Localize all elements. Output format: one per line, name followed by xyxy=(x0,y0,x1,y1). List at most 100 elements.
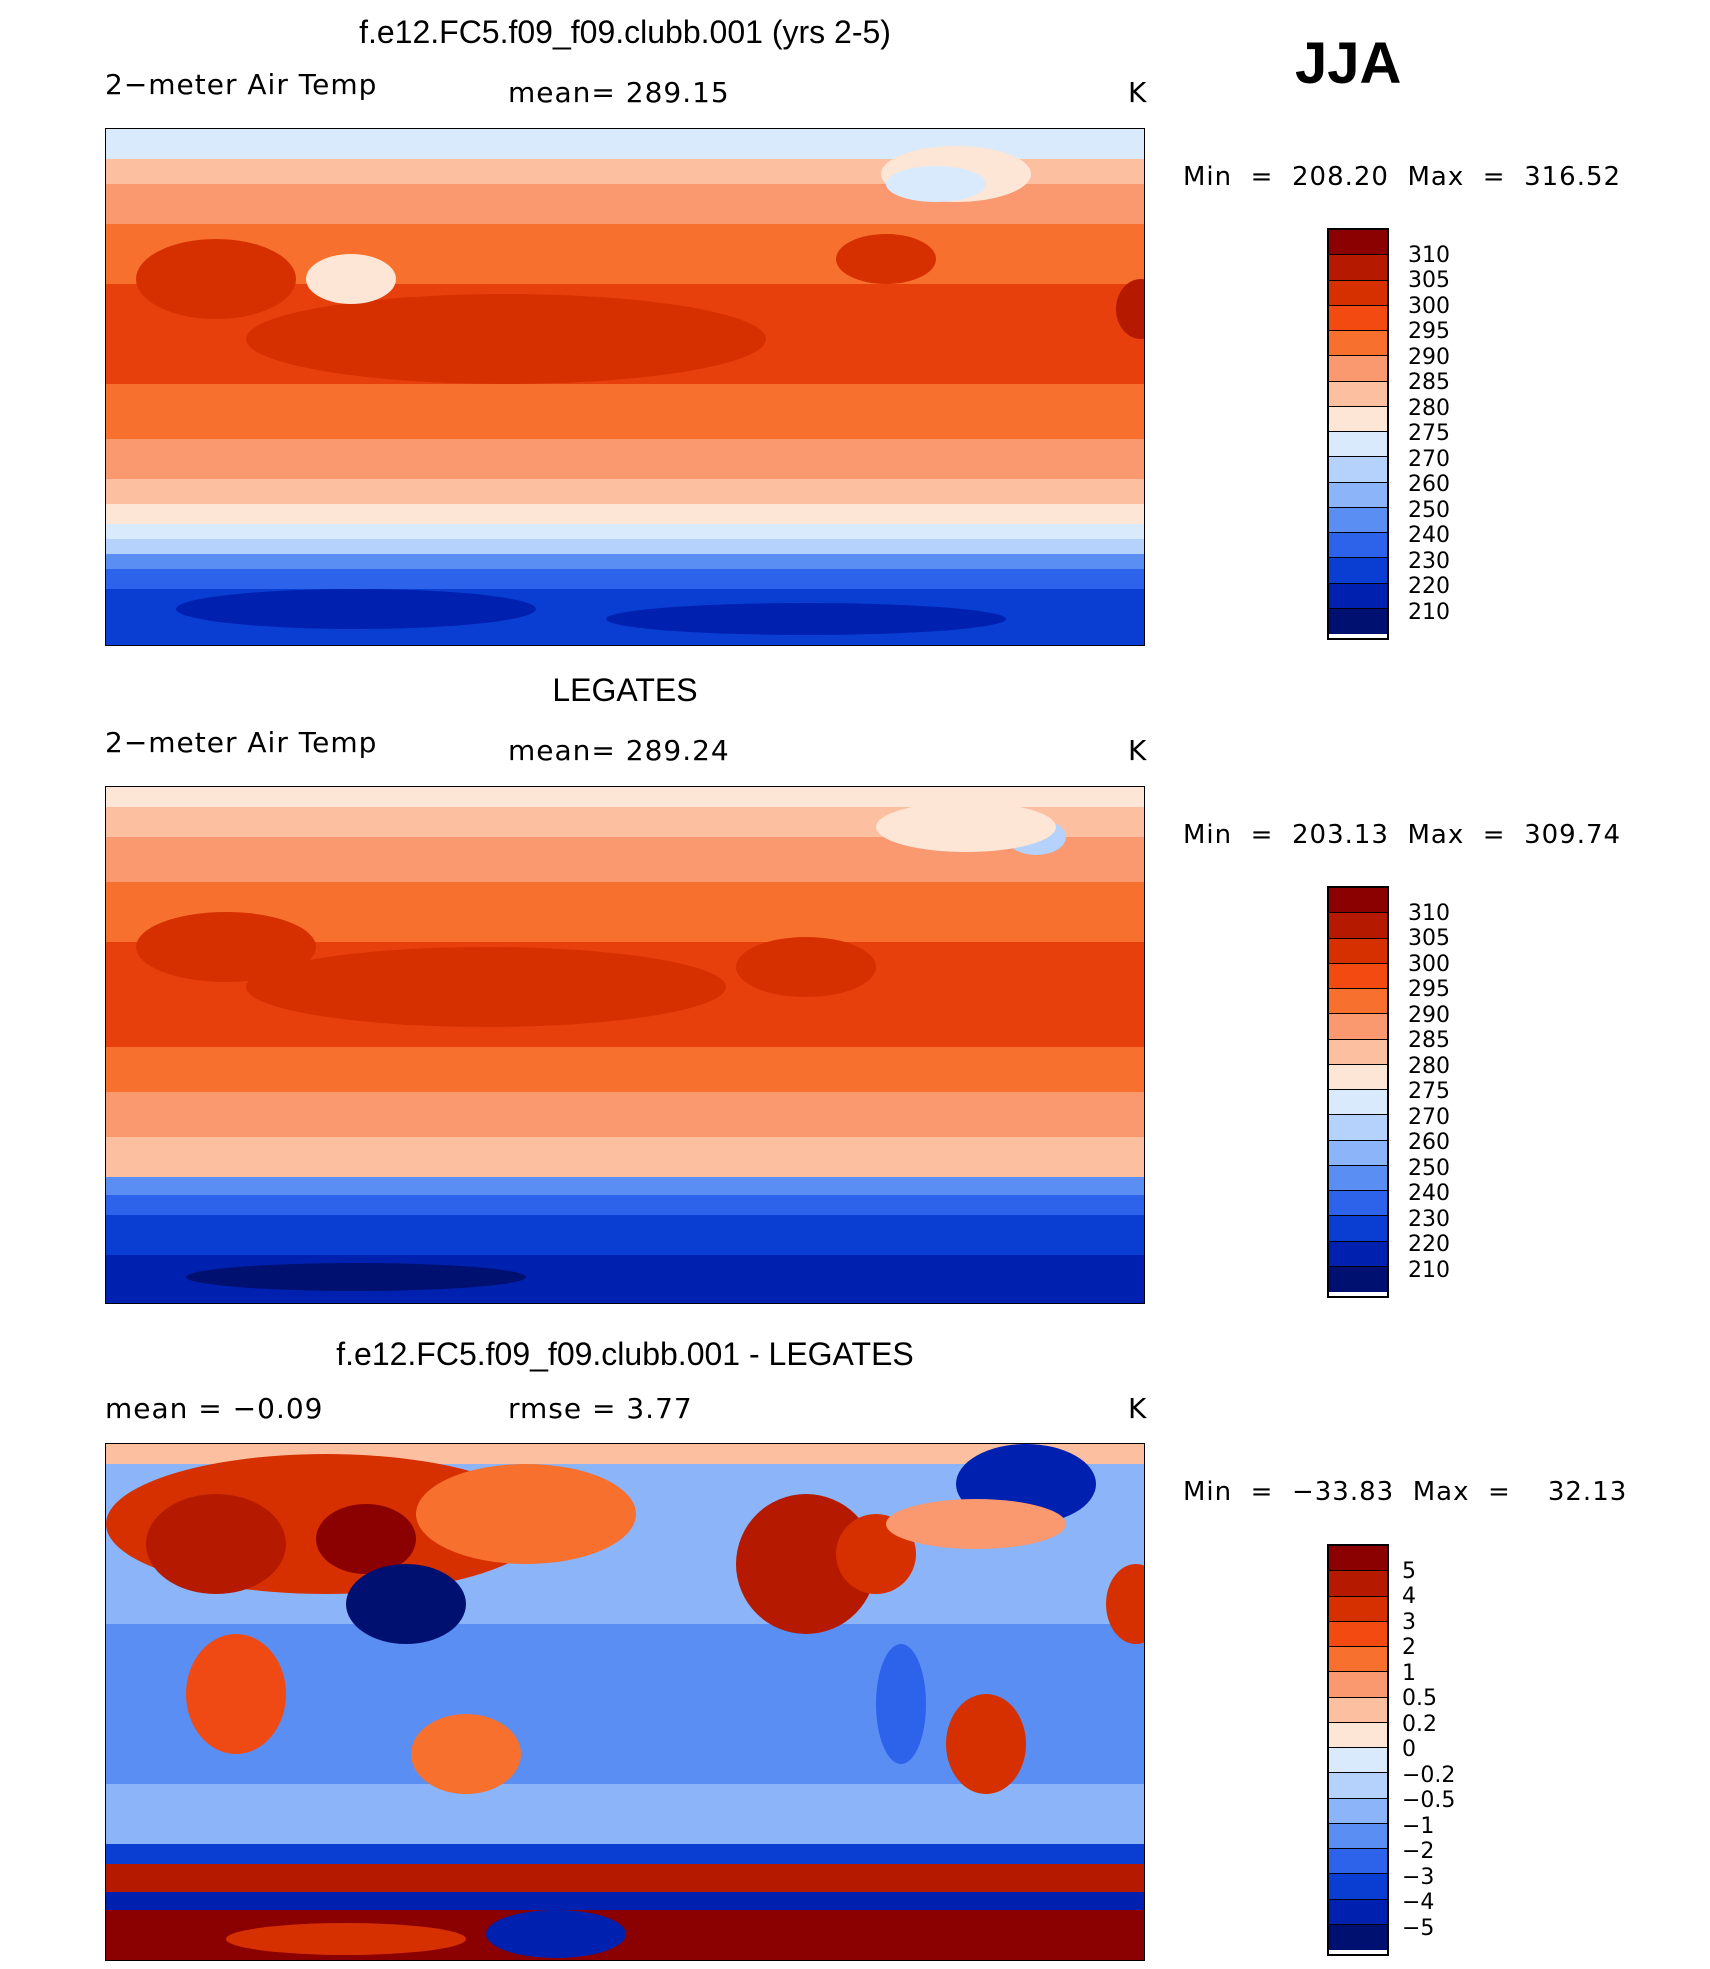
colorbar-swatch xyxy=(1329,1546,1387,1572)
colorbar-tick-label: 4 xyxy=(1402,1584,1416,1609)
units-label: K xyxy=(1128,1392,1148,1425)
mean-label: mean= 289.24 xyxy=(508,734,730,767)
min-max-label: Min = −33.83 Max = 32.13 xyxy=(1183,1477,1628,1507)
colorbar-tick-label: 310 xyxy=(1408,900,1450,926)
colorbar-swatch xyxy=(1329,305,1387,331)
colorbar-swatch xyxy=(1329,255,1387,281)
colorbar-swatch xyxy=(1329,1596,1387,1622)
colorbar-tick-label: 295 xyxy=(1408,319,1450,344)
colorbar xyxy=(1327,228,1389,640)
colorbar-tick-label: 210 xyxy=(1408,599,1450,625)
colorbar-swatch xyxy=(1329,1647,1387,1673)
colorbar-swatch xyxy=(1329,482,1387,508)
panel-title: LEGATES xyxy=(552,672,698,708)
colorbar-tick-label: −0.5 xyxy=(1402,1788,1456,1813)
difference-map xyxy=(105,1443,1145,1961)
colorbar-swatch xyxy=(1329,533,1387,559)
colorbar-swatch xyxy=(1329,1748,1387,1774)
colorbar-tick-label: 290 xyxy=(1408,344,1450,370)
colorbar-swatch xyxy=(1329,989,1387,1015)
colorbar-tick-label: 240 xyxy=(1408,523,1450,548)
colorbar-tick-label: 275 xyxy=(1408,421,1450,446)
colorbar-swatches xyxy=(1329,1546,1387,1950)
colorbar-swatch xyxy=(1329,1115,1387,1141)
colorbar-tick-label: −2 xyxy=(1402,1839,1435,1864)
colorbar-tick-label: 260 xyxy=(1408,472,1450,497)
colorbar-tick-label: 0.2 xyxy=(1402,1711,1437,1737)
colorbar-swatch xyxy=(1329,432,1387,458)
colorbar-swatch xyxy=(1329,1064,1387,1090)
colorbar-tick-label: 3 xyxy=(1402,1609,1416,1635)
colorbar xyxy=(1327,1544,1389,1956)
colorbar-tick-label: −4 xyxy=(1402,1890,1435,1915)
variable-label: 2−meter Air Temp xyxy=(105,68,378,101)
colorbar-tick-label: −3 xyxy=(1402,1864,1435,1890)
colorbar-tick-label: 305 xyxy=(1408,926,1450,951)
panel-title: f.e12.FC5.f09_f09.clubb.001 - LEGATES xyxy=(336,1336,914,1372)
temperature-map xyxy=(105,128,1145,646)
colorbar-swatch xyxy=(1329,888,1387,914)
map-field xyxy=(106,787,1144,1303)
colorbar-swatch xyxy=(1329,1849,1387,1875)
colorbar-tick-label: 295 xyxy=(1408,977,1450,1002)
colorbar-swatch xyxy=(1329,1924,1387,1950)
colorbar-swatch xyxy=(1329,1090,1387,1116)
colorbar-swatch xyxy=(1329,1266,1387,1292)
panel-title: f.e12.FC5.f09_f09.clubb.001 (yrs 2-5) xyxy=(359,14,891,50)
colorbar-swatch xyxy=(1329,331,1387,357)
colorbar-swatch xyxy=(1329,507,1387,533)
colorbar-tick-label: 1 xyxy=(1402,1660,1416,1686)
units-label: K xyxy=(1128,734,1148,767)
colorbar-tick-label: −1 xyxy=(1402,1813,1435,1839)
colorbar-tick-label: 240 xyxy=(1408,1181,1450,1206)
min-max-label: Min = 208.20 Max = 316.52 xyxy=(1183,162,1622,192)
colorbar-swatch xyxy=(1329,583,1387,609)
colorbar-swatches xyxy=(1329,230,1387,634)
map-field xyxy=(106,129,1144,645)
colorbar-tick-label: 290 xyxy=(1408,1002,1450,1028)
colorbar-tick-label: 275 xyxy=(1408,1079,1450,1104)
colorbar-tick-label: 0.5 xyxy=(1402,1686,1437,1711)
colorbar-tick-label: 300 xyxy=(1408,293,1450,319)
colorbar-tick-label: 270 xyxy=(1408,1104,1450,1130)
colorbar-tick-label: 220 xyxy=(1408,574,1450,599)
colorbar-tick-label: 285 xyxy=(1408,370,1450,395)
colorbar-swatch xyxy=(1329,938,1387,964)
colorbar-swatch xyxy=(1329,1216,1387,1242)
colorbar-tick-label: 250 xyxy=(1408,497,1450,523)
colorbar-swatch xyxy=(1329,1697,1387,1723)
colorbar-swatch xyxy=(1329,558,1387,584)
colorbar-swatch xyxy=(1329,280,1387,306)
colorbar-tick-label: 305 xyxy=(1408,268,1450,293)
colorbar-swatch xyxy=(1329,381,1387,407)
mean-label: mean = −0.09 xyxy=(105,1392,324,1425)
colorbar-swatch xyxy=(1329,406,1387,432)
colorbar-swatch xyxy=(1329,1672,1387,1698)
colorbar-tick-label: 280 xyxy=(1408,395,1450,421)
colorbar-tick-label: 230 xyxy=(1408,548,1450,574)
min-max-label: Min = 203.13 Max = 309.74 xyxy=(1183,820,1622,850)
colorbar-swatch xyxy=(1329,913,1387,939)
colorbar-swatch xyxy=(1329,1039,1387,1065)
colorbar-swatch xyxy=(1329,1014,1387,1040)
colorbar-tick-label: 5 xyxy=(1402,1558,1416,1584)
colorbar-swatch xyxy=(1329,1165,1387,1191)
colorbar-tick-label: 260 xyxy=(1408,1130,1450,1155)
units-label: K xyxy=(1128,76,1148,109)
season-label: JJA xyxy=(1295,31,1402,96)
colorbar-tick-label: 300 xyxy=(1408,951,1450,977)
colorbar-swatch xyxy=(1329,457,1387,483)
colorbar-tick-label: 250 xyxy=(1408,1155,1450,1181)
colorbar-swatch xyxy=(1329,963,1387,989)
colorbar-tick-label: −0.2 xyxy=(1402,1762,1456,1788)
colorbar-tick-label: 230 xyxy=(1408,1206,1450,1232)
colorbar-swatch xyxy=(1329,1722,1387,1748)
colorbar-swatch xyxy=(1329,1823,1387,1849)
colorbar-tick-label: 220 xyxy=(1408,1232,1450,1257)
colorbar-swatch xyxy=(1329,1773,1387,1799)
colorbar-swatch xyxy=(1329,608,1387,634)
mean-label: mean= 289.15 xyxy=(508,76,730,109)
map-field xyxy=(106,1444,1144,1960)
colorbar-swatch xyxy=(1329,1874,1387,1900)
temperature-map xyxy=(105,786,1145,1304)
